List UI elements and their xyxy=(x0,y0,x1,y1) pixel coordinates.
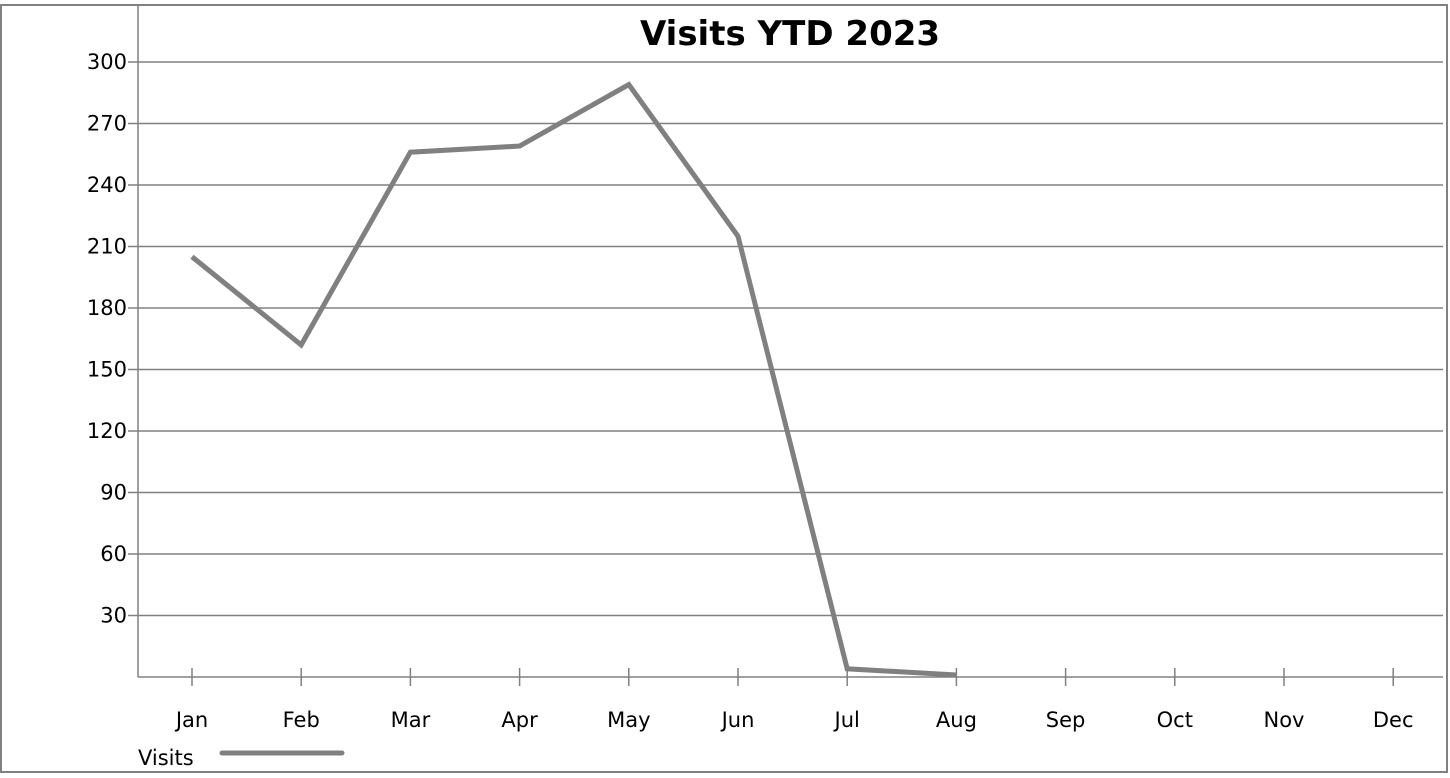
x-tick-label: Sep xyxy=(1046,708,1086,732)
y-axis-ticks: 30 60 90 120 150 180 210 240 270 300 xyxy=(87,50,138,628)
legend-label: Visits xyxy=(138,746,194,770)
x-tick-label: Feb xyxy=(283,708,320,732)
chart-title: Visits YTD 2023 xyxy=(640,14,940,54)
y-tick-label: 120 xyxy=(87,419,127,443)
series-group xyxy=(190,81,957,678)
x-tick-label: Aug xyxy=(936,708,977,732)
x-tick-label: Dec xyxy=(1373,708,1414,732)
x-tick-label: Apr xyxy=(501,708,538,732)
x-tick-label: Jul xyxy=(833,708,860,732)
axes xyxy=(137,5,1443,678)
y-tick-label: 60 xyxy=(100,542,127,566)
y-tick-label: 150 xyxy=(87,358,127,382)
legend: Visits xyxy=(138,746,345,770)
y-tick-label: 240 xyxy=(87,173,127,197)
x-tick-label: Jun xyxy=(720,708,755,732)
y-tick-label: 30 xyxy=(100,604,127,628)
y-tick-label: 210 xyxy=(87,235,127,259)
x-tick-label: Mar xyxy=(391,708,431,732)
y-tick-label: 180 xyxy=(87,296,127,320)
x-tick-label: Oct xyxy=(1157,708,1193,732)
x-tick-label: Jan xyxy=(174,708,208,732)
x-tick-label: May xyxy=(607,708,650,732)
y-tick-label: 90 xyxy=(100,481,127,505)
chart-border xyxy=(0,4,1448,773)
series-line-visits xyxy=(190,81,957,678)
y-tick-label: 270 xyxy=(87,112,127,136)
x-axis-ticks: Jan Feb Mar Apr May Jun Jul Aug Sep Oct Nov Dec xyxy=(174,668,1414,732)
x-tick-label: Nov xyxy=(1264,708,1305,732)
y-tick-label: 300 xyxy=(87,50,127,74)
